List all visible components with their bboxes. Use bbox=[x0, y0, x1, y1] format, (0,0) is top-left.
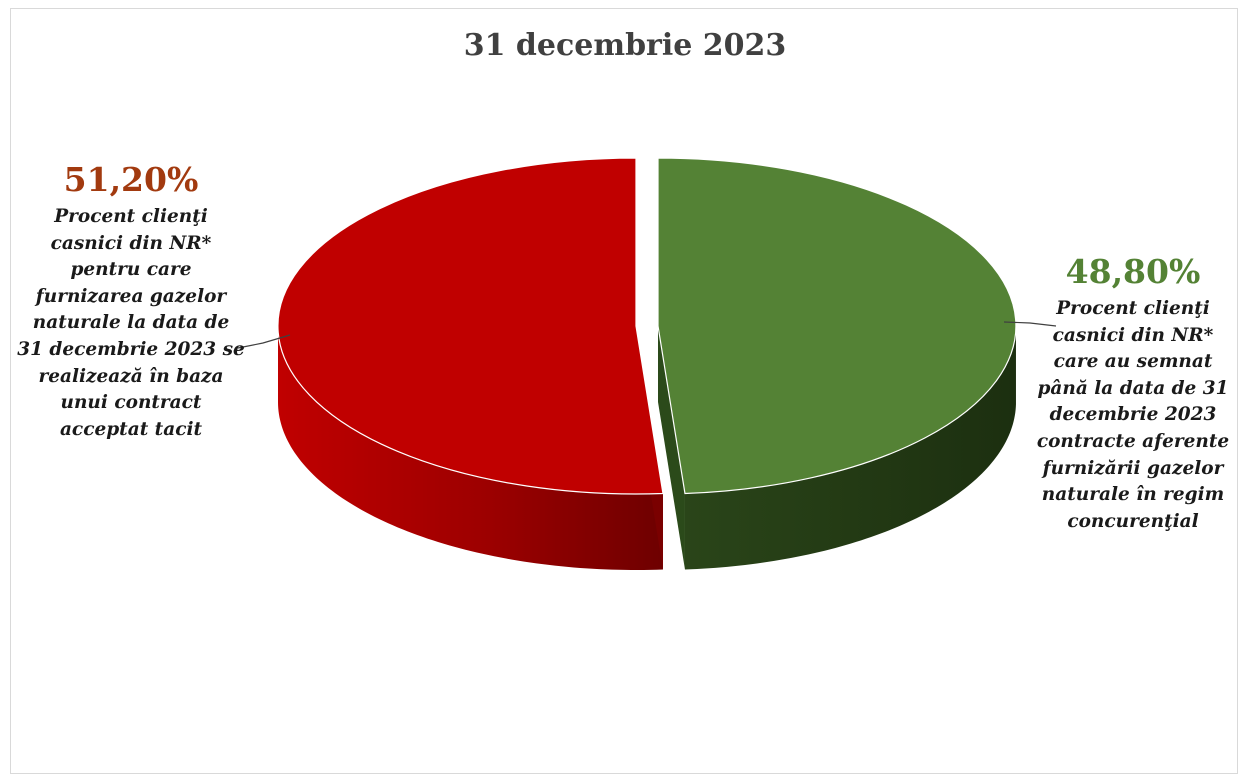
slice-label-line: furnizării gazelor bbox=[1042, 457, 1224, 479]
slice-label-line: unui contract bbox=[60, 392, 202, 414]
pie-slice-concurential bbox=[657, 157, 1017, 495]
slice-label-line: contracte aferente bbox=[1036, 430, 1230, 452]
pie-slice-tacit bbox=[277, 157, 664, 495]
slice-label-line: decembrie 2023 bbox=[1049, 404, 1217, 426]
slice-label-line: pentru care bbox=[70, 259, 192, 281]
slice-label-line: casnici din NR* bbox=[1052, 324, 1214, 346]
slice-label-line: Procent clienţi bbox=[54, 206, 208, 227]
slice-label-line: 31 decembrie 2023 se bbox=[17, 338, 245, 360]
pie-slice-cut-face bbox=[658, 326, 685, 570]
leader-line-concurential bbox=[1003, 321, 1057, 327]
slice-percent-tacit: 51,20% bbox=[63, 160, 199, 199]
slice-label-line: naturale în regim bbox=[1041, 484, 1225, 506]
slice-label-line: acceptat tacit bbox=[59, 418, 203, 440]
slice-label-line: Procent clienţi bbox=[1056, 298, 1210, 319]
slice-label-line: concurenţial bbox=[1067, 510, 1199, 532]
chart-title: 31 decembrie 2023 bbox=[463, 28, 787, 63]
pie-slice-side bbox=[684, 328, 1016, 570]
leader-line-tacit bbox=[237, 334, 291, 349]
slice-label-line: până la data de 31 bbox=[1037, 377, 1229, 399]
pie-slice-side bbox=[278, 326, 663, 570]
slice-label-line: casnici din NR* bbox=[50, 232, 212, 254]
slice-label-tacit: Procent clienţi casnici din NR* pentru c… bbox=[0, 204, 262, 443]
slice-label-line: furnizarea gazelor bbox=[35, 285, 227, 307]
slice-percent-concurential: 48,80% bbox=[1065, 252, 1201, 291]
slice-label-concurential: Procent clienţi casnici din NR* care au … bbox=[1016, 296, 1250, 535]
slice-label-line: realizează în baza bbox=[38, 365, 224, 387]
slice-label-line: care au semnat bbox=[1053, 351, 1213, 373]
slice-label-line: naturale la data de bbox=[32, 312, 230, 334]
